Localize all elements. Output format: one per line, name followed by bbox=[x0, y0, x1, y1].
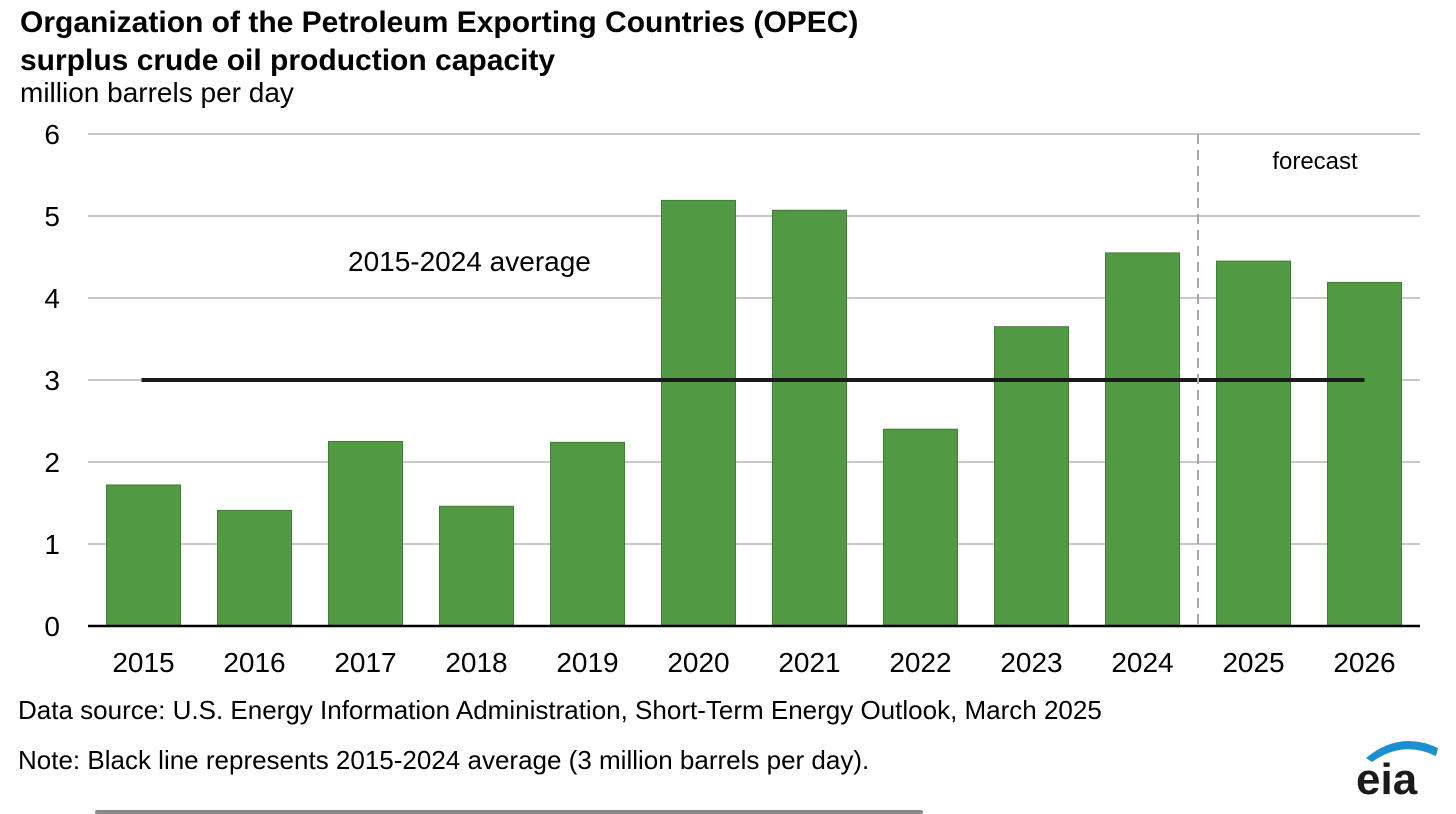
y-tick-label: 1 bbox=[44, 529, 60, 560]
bar-2024 bbox=[1105, 252, 1180, 627]
x-tick-label: 2015 bbox=[112, 647, 174, 678]
eia-logo-swoosh-icon bbox=[1366, 740, 1438, 762]
x-tick-label: 2021 bbox=[778, 647, 840, 678]
x-tick-labels: 2015 2016 2017 2018 2019 2020 2021 2022 2023 2024… bbox=[112, 647, 1395, 678]
bar-2016 bbox=[217, 509, 292, 627]
x-tick-label: 2026 bbox=[1333, 647, 1395, 678]
y-tick-label: 3 bbox=[44, 365, 60, 396]
x-tick-label: 2025 bbox=[1222, 647, 1284, 678]
scrollbar[interactable] bbox=[95, 810, 923, 814]
x-tick-label: 2022 bbox=[889, 647, 951, 678]
bar-2023 bbox=[994, 326, 1069, 627]
bar-2018 bbox=[439, 505, 514, 627]
x-tick-label: 2023 bbox=[1000, 647, 1062, 678]
bar-chart: 0 1 2 3 4 5 6 2015 2016 2017 2018 2019 2020 2021 2022… bbox=[44, 119, 1420, 678]
x-tick-label: 2020 bbox=[667, 647, 729, 678]
data-source: Data source: U.S. Energy Information Adm… bbox=[18, 695, 1102, 725]
y-tick-labels: 0 1 2 3 4 5 6 bbox=[44, 119, 60, 642]
x-tick-label: 2024 bbox=[1111, 647, 1173, 678]
y-tick-label: 6 bbox=[44, 119, 60, 150]
bar-2020 bbox=[661, 199, 736, 627]
svg-text:eia: eia bbox=[1356, 755, 1418, 798]
eia-logo: eia bbox=[1356, 740, 1438, 798]
bar-2022 bbox=[883, 428, 958, 627]
unit-label: million barrels per day bbox=[20, 77, 294, 108]
chart-title-line-2: surplus crude oil production capacity bbox=[20, 44, 556, 77]
y-tick-label: 4 bbox=[44, 283, 60, 314]
y-tick-label: 5 bbox=[44, 201, 60, 232]
chart-title-line-1: Organization of the Petroleum Exporting … bbox=[20, 6, 859, 39]
bar-2025 bbox=[1216, 260, 1291, 627]
bar-2015 bbox=[106, 484, 181, 627]
bar-2017 bbox=[328, 441, 403, 627]
x-tick-label: 2016 bbox=[223, 647, 285, 678]
forecast-label: forecast bbox=[1272, 148, 1358, 175]
bar-2026 bbox=[1327, 281, 1402, 627]
chart-title: Organization of the Petroleum Exporting … bbox=[20, 4, 858, 80]
bars bbox=[106, 199, 1402, 627]
x-tick-label: 2017 bbox=[334, 647, 396, 678]
x-tick-label: 2018 bbox=[445, 647, 507, 678]
bar-2021 bbox=[772, 209, 847, 627]
chart-note: Note: Black line represents 2015-2024 av… bbox=[18, 745, 870, 775]
average-line-label: 2015-2024 average bbox=[348, 246, 591, 277]
y-tick-label: 0 bbox=[44, 611, 60, 642]
bar-2019 bbox=[550, 441, 625, 627]
x-tick-label: 2019 bbox=[556, 647, 618, 678]
y-tick-label: 2 bbox=[44, 447, 60, 478]
